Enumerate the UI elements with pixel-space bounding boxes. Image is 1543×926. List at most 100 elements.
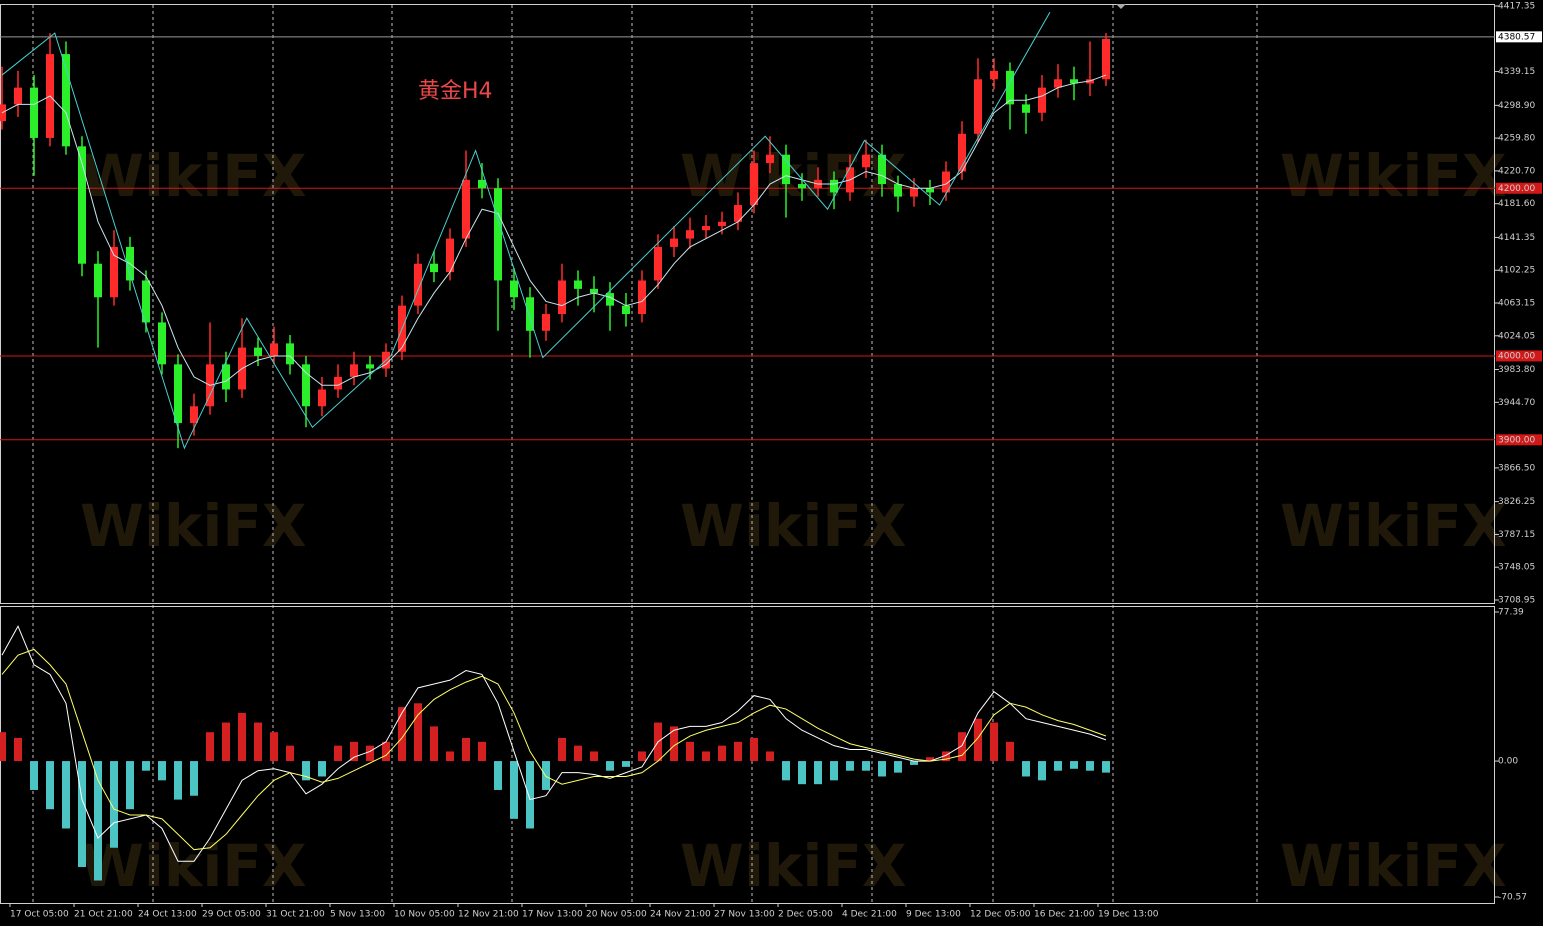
histogram-bar (126, 761, 134, 810)
last-price-box (1496, 31, 1542, 43)
x-tick-label: 20 Nov 05:00 (586, 910, 647, 920)
candle-body (574, 280, 582, 289)
candle-body (1038, 87, 1046, 113)
histogram-bar (366, 745, 374, 762)
candle-body (750, 163, 758, 206)
candle-body (974, 79, 982, 134)
histogram-bar (398, 707, 406, 762)
watermark: WikiFX (680, 832, 907, 900)
x-tick-label: 5 Nov 13:00 (330, 910, 385, 920)
histogram-bar (606, 761, 614, 771)
histogram-bar (878, 761, 886, 777)
candle-body (990, 70, 998, 80)
histogram-bar (622, 761, 630, 767)
candle-body (830, 179, 838, 193)
histogram-bar (862, 761, 870, 771)
candle-body (286, 343, 294, 365)
histogram-bar (0, 732, 6, 762)
candle-body (142, 280, 150, 323)
histogram-bar (494, 761, 502, 790)
histogram-bar (430, 726, 438, 762)
y-tick-label: 3983.80 (1498, 365, 1535, 375)
candle-body (1054, 79, 1062, 88)
histogram-bar (718, 745, 726, 762)
histogram-bar (350, 741, 358, 762)
y-tick-label: 4417.35 (1498, 2, 1535, 12)
y-tick-label: 3748.05 (1498, 563, 1535, 573)
candle-body (14, 87, 22, 105)
histogram-bar (334, 745, 342, 762)
watermark: WikiFX (80, 492, 307, 560)
histogram-bar (462, 737, 470, 762)
y-tick-label: 4339.15 (1498, 67, 1535, 77)
y-tick-label: 4141.35 (1498, 233, 1535, 243)
histogram-bar (798, 761, 806, 785)
candle-body (1102, 38, 1110, 80)
candle-body (766, 154, 774, 164)
x-tick-label: 31 Oct 21:00 (266, 910, 325, 920)
histogram-bar (238, 712, 246, 762)
histogram-bar (222, 722, 230, 762)
histogram-bar (1070, 761, 1078, 769)
x-tick-label: 12 Nov 21:00 (458, 910, 519, 920)
candle-body (462, 179, 470, 239)
y-tick-label: 77.39 (1498, 608, 1524, 618)
histogram-bar (894, 761, 902, 773)
y-tick-label: 4259.80 (1498, 134, 1535, 144)
candle-body (686, 230, 694, 239)
x-tick-label: 19 Dec 13:00 (1098, 910, 1159, 920)
histogram-bar (926, 757, 934, 762)
histogram-bar (94, 761, 102, 881)
candle-body (190, 406, 198, 424)
y-tick-label: 4063.15 (1498, 299, 1535, 309)
histogram-bar (302, 761, 310, 781)
candle-body (862, 154, 870, 168)
level-label-box (1496, 350, 1542, 362)
histogram-bar (254, 722, 262, 762)
candle-body (62, 54, 70, 147)
histogram-bar (814, 761, 822, 785)
candle-body (30, 87, 38, 138)
chart-title: 黄金H4 (418, 79, 493, 104)
y-tick-label: 4298.90 (1498, 101, 1535, 111)
candle-body (318, 389, 326, 407)
x-tick-label: 12 Dec 05:00 (970, 910, 1031, 920)
candle-body (702, 225, 710, 231)
watermark: WikiFX (1280, 832, 1507, 900)
macd-line (1, 625, 1107, 862)
candle-body (350, 364, 358, 377)
level-label: 3900.00 (1498, 435, 1535, 445)
level-label-box (1496, 434, 1542, 446)
histogram-bar (14, 737, 22, 762)
candle-body (110, 246, 118, 298)
histogram-bar (510, 761, 518, 819)
macd-line (1, 648, 1107, 851)
histogram-bar (910, 761, 918, 765)
histogram-bar (782, 761, 790, 781)
histogram-bar (190, 761, 198, 796)
x-tick-label: 2 Dec 05:00 (778, 910, 833, 920)
histogram-bar (478, 741, 486, 762)
candle-body (734, 205, 742, 222)
x-tick-label: 29 Oct 05:00 (202, 910, 261, 920)
x-tick-label: 10 Nov 05:00 (394, 910, 455, 920)
candle-body (606, 293, 614, 306)
y-tick-label: 4102.25 (1498, 266, 1535, 276)
candle-body (222, 364, 230, 390)
zigzag (1, 11, 1051, 450)
candle-body (78, 146, 86, 264)
candle-body (366, 364, 374, 369)
histogram-bar (1038, 761, 1046, 781)
candle-body (718, 221, 726, 226)
candle-body (958, 133, 966, 172)
histogram-bar (270, 732, 278, 762)
y-tick-label: 3866.50 (1498, 463, 1535, 473)
candle-body (270, 343, 278, 356)
candle-body (446, 238, 454, 273)
candle-body (638, 280, 646, 315)
candle-body (1006, 70, 1014, 105)
histogram-bar (990, 722, 998, 762)
shift-marker (1116, 4, 1126, 9)
histogram-bar (174, 761, 182, 800)
